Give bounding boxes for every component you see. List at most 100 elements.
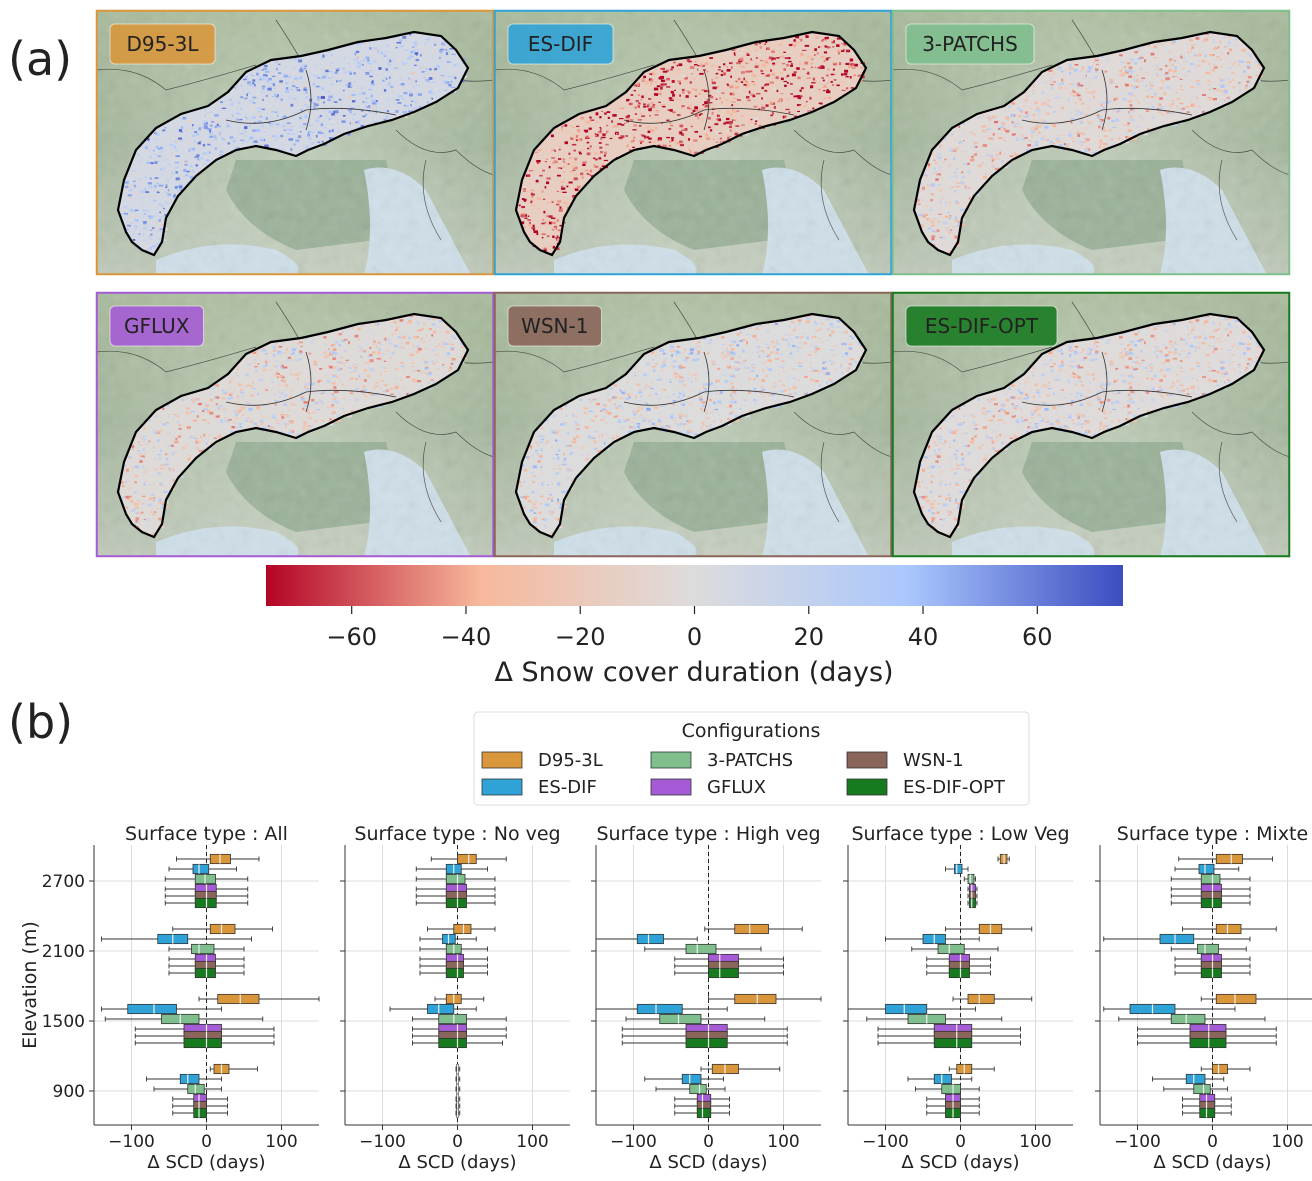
anomaly-pixel xyxy=(1072,90,1074,91)
anomaly-pixel xyxy=(569,158,572,160)
anomaly-pixel xyxy=(332,340,334,342)
anomaly-pixel xyxy=(558,465,562,466)
anomaly-pixel xyxy=(331,395,335,397)
anomaly-pixel xyxy=(136,230,141,233)
anomaly-pixel xyxy=(126,481,128,483)
anomaly-pixel xyxy=(620,108,624,109)
anomaly-pixel xyxy=(729,121,733,124)
anomaly-pixel xyxy=(261,422,265,425)
anomaly-pixel xyxy=(804,393,806,395)
anomaly-pixel xyxy=(1127,72,1129,74)
anomaly-pixel xyxy=(807,77,811,79)
anomaly-pixel xyxy=(1182,108,1185,110)
anomaly-pixel xyxy=(331,124,334,126)
anomaly-pixel xyxy=(641,134,644,135)
anomaly-pixel xyxy=(692,88,694,90)
anomaly-pixel xyxy=(321,123,324,126)
anomaly-pixel xyxy=(408,111,412,112)
anomaly-pixel xyxy=(367,60,369,61)
anomaly-pixel xyxy=(414,108,416,110)
anomaly-pixel xyxy=(784,116,786,118)
anomaly-pixel xyxy=(393,383,395,384)
anomaly-pixel xyxy=(264,131,266,132)
anomaly-pixel xyxy=(256,93,260,96)
anomaly-pixel xyxy=(307,412,310,414)
anomaly-pixel xyxy=(701,422,704,425)
anomaly-pixel xyxy=(233,422,237,423)
anomaly-pixel xyxy=(208,435,210,437)
anomaly-pixel xyxy=(250,108,254,111)
anomaly-pixel xyxy=(363,386,366,388)
anomaly-pixel xyxy=(322,138,324,140)
anomaly-pixel xyxy=(551,157,555,159)
anomaly-pixel xyxy=(983,144,987,147)
anomaly-pixel xyxy=(643,106,646,108)
anomaly-pixel xyxy=(326,91,330,93)
anomaly-pixel xyxy=(239,410,241,412)
anomaly-pixel xyxy=(400,323,404,325)
anomaly-pixel xyxy=(463,67,466,68)
anomaly-pixel xyxy=(861,67,864,68)
anomaly-pixel xyxy=(448,76,451,77)
anomaly-pixel xyxy=(349,354,352,356)
anomaly-pixel xyxy=(818,89,820,91)
anomaly-pixel xyxy=(717,86,719,88)
anomaly-pixel xyxy=(409,55,412,58)
anomaly-pixel xyxy=(953,158,956,160)
anomaly-pixel xyxy=(264,134,267,135)
anomaly-pixel xyxy=(846,87,848,89)
anomaly-pixel xyxy=(187,458,191,461)
anomaly-pixel xyxy=(130,500,133,503)
anomaly-pixel xyxy=(792,333,795,335)
anomaly-pixel xyxy=(431,379,434,381)
anomaly-pixel xyxy=(349,367,351,369)
anomaly-pixel xyxy=(593,158,595,160)
anomaly-pixel xyxy=(580,399,582,402)
anomaly-pixel xyxy=(799,83,803,86)
anomaly-pixel xyxy=(215,120,218,122)
anomaly-pixel xyxy=(650,130,654,132)
anomaly-pixel xyxy=(159,217,164,218)
anomaly-pixel xyxy=(1149,88,1152,90)
anomaly-pixel xyxy=(192,135,195,137)
anomaly-pixel xyxy=(340,75,343,77)
anomaly-pixel xyxy=(1035,141,1039,142)
anomaly-pixel xyxy=(1159,68,1162,70)
anomaly-pixel xyxy=(448,84,451,87)
anomaly-pixel xyxy=(362,394,365,395)
anomaly-pixel xyxy=(209,111,213,113)
anomaly-pixel xyxy=(254,366,258,367)
anomaly-pixel xyxy=(741,124,745,125)
anomaly-pixel xyxy=(336,52,338,55)
anomaly-pixel xyxy=(333,352,336,354)
anomaly-pixel xyxy=(654,93,658,96)
anomaly-pixel xyxy=(353,59,357,60)
anomaly-pixel xyxy=(680,125,684,128)
anomaly-pixel xyxy=(729,124,732,126)
anomaly-pixel xyxy=(222,390,224,392)
anomaly-pixel xyxy=(399,39,403,41)
anomaly-pixel xyxy=(565,132,568,133)
anomaly-pixel xyxy=(376,106,378,109)
anomaly-pixel xyxy=(542,170,545,172)
anomaly-pixel xyxy=(312,384,314,386)
anomaly-pixel xyxy=(252,361,256,364)
anomaly-pixel xyxy=(153,200,156,202)
anomaly-pixel xyxy=(442,366,444,368)
anomaly-pixel xyxy=(369,47,371,49)
anomaly-pixel xyxy=(786,64,789,67)
anomaly-pixel xyxy=(825,45,827,47)
anomaly-pixel xyxy=(239,133,243,135)
anomaly-pixel xyxy=(145,191,149,192)
anomaly-pixel xyxy=(184,162,188,164)
anomaly-pixel xyxy=(831,74,834,76)
anomaly-pixel xyxy=(296,137,298,139)
anomaly-pixel xyxy=(531,195,534,197)
anomaly-pixel xyxy=(671,346,674,349)
anomaly-pixel xyxy=(761,97,763,99)
anomaly-pixel xyxy=(245,358,249,359)
anomaly-pixel xyxy=(217,126,221,128)
anomaly-pixel xyxy=(1129,86,1131,87)
anomaly-pixel xyxy=(747,100,750,101)
anomaly-pixel xyxy=(693,139,697,141)
